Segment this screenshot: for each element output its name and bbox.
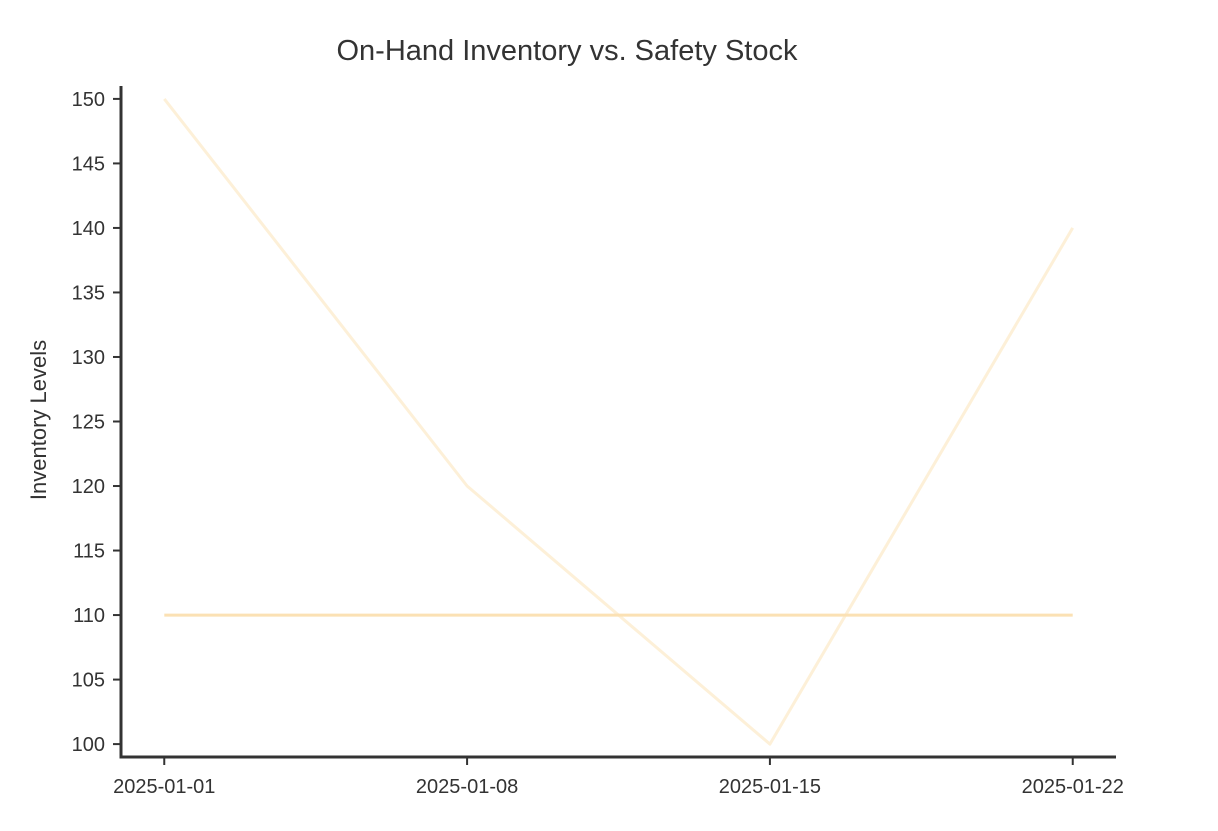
y-tick-label: 125 (72, 412, 105, 434)
y-tick-label: 135 (72, 282, 105, 304)
y-tick-label: 105 (72, 670, 105, 692)
plot-area (163, 97, 1074, 746)
chart-title: On-Hand Inventory vs. Safety Stock (337, 35, 798, 67)
y-tick-label: 120 (72, 476, 105, 498)
x-axis: 2025-01-01 2025-01-08 2025-01-15 2025-01-22 (113, 755, 1124, 798)
x-tick-label: 2025-01-22 (1022, 776, 1124, 798)
y-tick-label: 140 (72, 218, 105, 240)
x-tick-label: 2025-01-08 (416, 776, 518, 798)
x-tick-label: 2025-01-01 (113, 776, 215, 798)
y-tick-label: 100 (72, 734, 105, 756)
y-axis-label: Inventory Levels (26, 340, 51, 500)
y-tick-label: 130 (72, 347, 105, 369)
y-tick-label: 110 (73, 605, 105, 627)
x-tick-label: 2025-01-15 (719, 776, 821, 798)
y-tick-label: 150 (72, 89, 105, 111)
series-line-1 (163, 97, 1074, 746)
y-tick-label: 115 (73, 541, 105, 563)
y-axis: 100 105 110 115 120 125 130 135 140 145 150 (72, 86, 123, 759)
y-tick-label: 145 (72, 153, 105, 175)
